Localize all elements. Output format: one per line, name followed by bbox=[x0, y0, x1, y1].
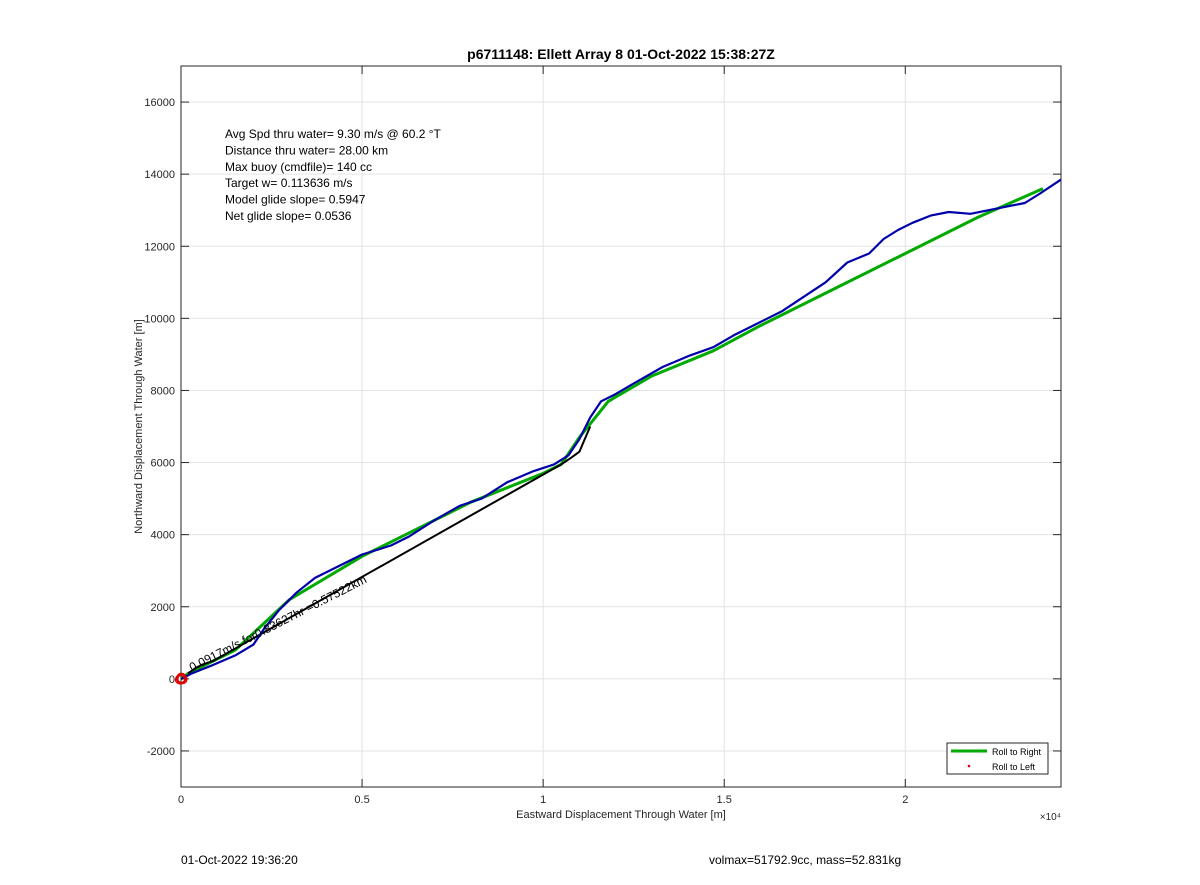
y-tick-label: 0 bbox=[169, 674, 175, 686]
x-tick-label: 2 bbox=[902, 794, 908, 806]
x-tick-label: 0 bbox=[178, 794, 184, 806]
y-axis-label: Northward Displacement Through Water [m] bbox=[133, 319, 145, 534]
y-tick-label: 14000 bbox=[144, 169, 175, 181]
roll-left-marker bbox=[174, 674, 186, 685]
legend-roll-right-label: Roll to Right bbox=[992, 747, 1042, 757]
y-tick-label: 10000 bbox=[144, 313, 175, 325]
chart-title: p6711148: Ellett Array 8 01-Oct-2022 15:… bbox=[467, 46, 775, 62]
x-tick-label: 1 bbox=[540, 794, 546, 806]
y-tick-label: 8000 bbox=[151, 385, 175, 397]
x-tick-label: 1.5 bbox=[717, 794, 732, 806]
y-tick-label: 12000 bbox=[144, 241, 175, 253]
y-tick-label: 4000 bbox=[151, 530, 175, 542]
series-line-3 bbox=[180, 178, 1062, 680]
stats-annotation: Model glide slope= 0.5947 bbox=[225, 193, 366, 207]
stats-annotation: Target w= 0.113636 m/s bbox=[225, 176, 353, 190]
plot-area bbox=[181, 66, 1061, 787]
stats-annotation: Max buoy (cmdfile)= 140 cc bbox=[225, 160, 372, 174]
y-tick-label: 2000 bbox=[151, 602, 175, 614]
x-tick-label: 0.5 bbox=[354, 794, 369, 806]
y-tick-label: 16000 bbox=[144, 97, 175, 109]
legend-roll-left-label: Roll to Left bbox=[992, 762, 1036, 772]
stats-annotation: Net glide slope= 0.0536 bbox=[225, 209, 352, 223]
roll-left-marker bbox=[176, 672, 187, 683]
footer-volmax-mass: volmax=51792.9cc, mass=52.831kg bbox=[709, 853, 902, 867]
axes-box bbox=[180, 65, 1062, 788]
stats-annotation: Avg Spd thru water= 9.30 m/s @ 60.2 °T bbox=[225, 127, 442, 141]
legend-box bbox=[946, 742, 1049, 775]
y-tick-label: 6000 bbox=[151, 458, 175, 470]
y-tick-label: -2000 bbox=[147, 746, 175, 758]
series-line-2 bbox=[187, 426, 592, 675]
x-exponent-label: ×10⁴ bbox=[1040, 812, 1061, 823]
legend-roll-left-swatch bbox=[967, 764, 971, 768]
stats-annotation: Distance thru water= 28.00 km bbox=[225, 143, 388, 157]
footer-timestamp: 01-Oct-2022 19:36:20 bbox=[181, 853, 298, 867]
x-axis-label: Eastward Displacement Through Water [m] bbox=[516, 809, 726, 821]
